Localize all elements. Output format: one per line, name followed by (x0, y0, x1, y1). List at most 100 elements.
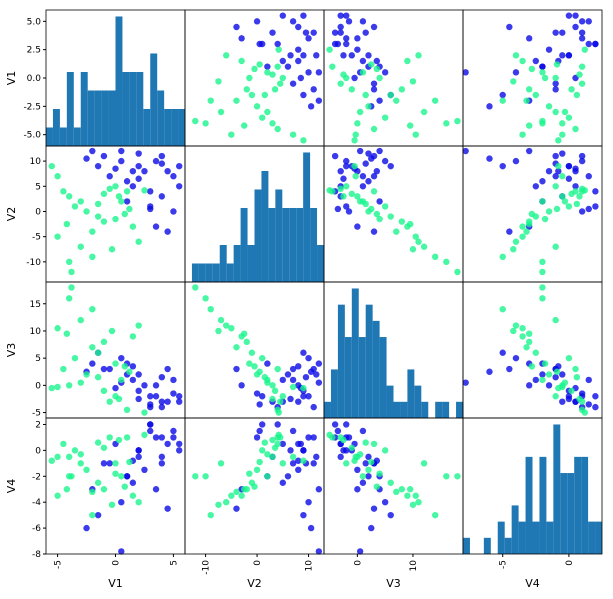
scatter-point (381, 447, 389, 454)
scatter-point (121, 483, 128, 490)
scatter-point (284, 63, 292, 70)
scatter-point (215, 327, 222, 335)
histogram-bar (511, 505, 519, 554)
scatter-point (176, 440, 183, 448)
scatter-point (279, 12, 287, 19)
scatter-point (94, 511, 102, 519)
scatter-point (373, 57, 381, 65)
scatter-point (362, 460, 369, 467)
scatter-point (552, 108, 559, 116)
scatter-point (68, 473, 75, 480)
scatter-point (370, 80, 378, 87)
scatter-point (510, 78, 517, 85)
scatter-point (545, 371, 553, 378)
scatter-point (539, 117, 546, 125)
scatter-point (572, 183, 579, 190)
scatter-point (334, 205, 342, 213)
scatter-point (215, 501, 222, 508)
scatter-point (541, 74, 549, 82)
scatter-point (572, 125, 579, 133)
scatter-point (565, 395, 573, 403)
scatter-point (373, 457, 381, 464)
histogram-bar (504, 537, 512, 554)
scatter-point (264, 360, 271, 367)
scatter-point (217, 316, 225, 324)
histogram-bar (282, 207, 290, 282)
scatter-point (359, 479, 367, 486)
y-axis-label: V3 (5, 343, 18, 358)
scatter-point (326, 431, 333, 439)
scatter-point (89, 360, 96, 367)
scatter-point (573, 91, 581, 99)
scatter-point (289, 80, 297, 87)
scatter-point (48, 162, 55, 170)
scatter-point (376, 74, 383, 82)
scatter-point (83, 524, 90, 532)
scatter-point (302, 374, 310, 381)
scatter-point (559, 120, 566, 127)
scatter-point (264, 473, 271, 480)
scatter-point (228, 325, 235, 332)
scatter-point (118, 376, 125, 384)
scatter-point (170, 208, 177, 215)
scatter-point (129, 333, 137, 340)
histogram-bar (296, 207, 304, 282)
y-tick-label: 10 (30, 327, 42, 337)
scatter-point (100, 387, 108, 394)
scatter-point (289, 18, 297, 25)
scatter-point (539, 284, 546, 291)
scatter-point (112, 384, 119, 392)
scatter-point (289, 453, 297, 461)
scatter-point (100, 190, 108, 198)
scatter-point (135, 447, 142, 454)
scatter-point (279, 376, 287, 384)
scatter-point (541, 360, 549, 367)
histogram-bar (178, 108, 185, 146)
scatter-point (241, 122, 248, 129)
histogram-bar (164, 108, 172, 146)
scatter-point (370, 23, 378, 31)
scatter-point (77, 198, 84, 205)
scatter-point (277, 398, 284, 405)
histogram-bar (407, 369, 415, 418)
y-tick-label: -6 (32, 524, 41, 534)
scatter-point (307, 103, 315, 110)
histogram-bar (275, 189, 283, 282)
scatter-point (108, 501, 116, 508)
scatter-point (343, 183, 350, 190)
histogram-bar (344, 337, 352, 418)
histogram-bar (581, 456, 589, 554)
histogram-bar (358, 337, 366, 418)
histogram-bar (240, 207, 248, 282)
scatter-point (553, 368, 561, 375)
scatter-point (207, 511, 214, 519)
scatter-point (499, 97, 506, 104)
scatter-point (300, 349, 307, 356)
scatter-point (63, 330, 71, 337)
scatter-point (305, 354, 312, 362)
scatter-point (106, 398, 113, 405)
scatter-point (158, 403, 166, 411)
scatter-point (532, 349, 540, 356)
histogram-bar (94, 90, 102, 146)
x-axis-label: V3 (386, 577, 401, 590)
scatter-point (443, 258, 450, 266)
scatter-point (54, 325, 61, 332)
scatter-point (295, 23, 302, 31)
scatter-point (565, 114, 573, 121)
scatter-point (376, 215, 383, 223)
scatter-point (289, 376, 297, 384)
scatter-point (274, 40, 281, 48)
scatter-point (77, 379, 84, 386)
scatter-point (345, 434, 353, 441)
histogram-bar (136, 71, 144, 146)
scatter-point (345, 208, 353, 215)
scatter-point (365, 178, 372, 185)
scatter-point (545, 167, 553, 175)
x-axis-label: V2 (247, 577, 262, 590)
scatter-point (568, 387, 575, 394)
scatter-point (274, 365, 281, 373)
scatter-point (83, 371, 90, 378)
scatter-point (359, 427, 367, 435)
scatter-point (585, 376, 592, 384)
